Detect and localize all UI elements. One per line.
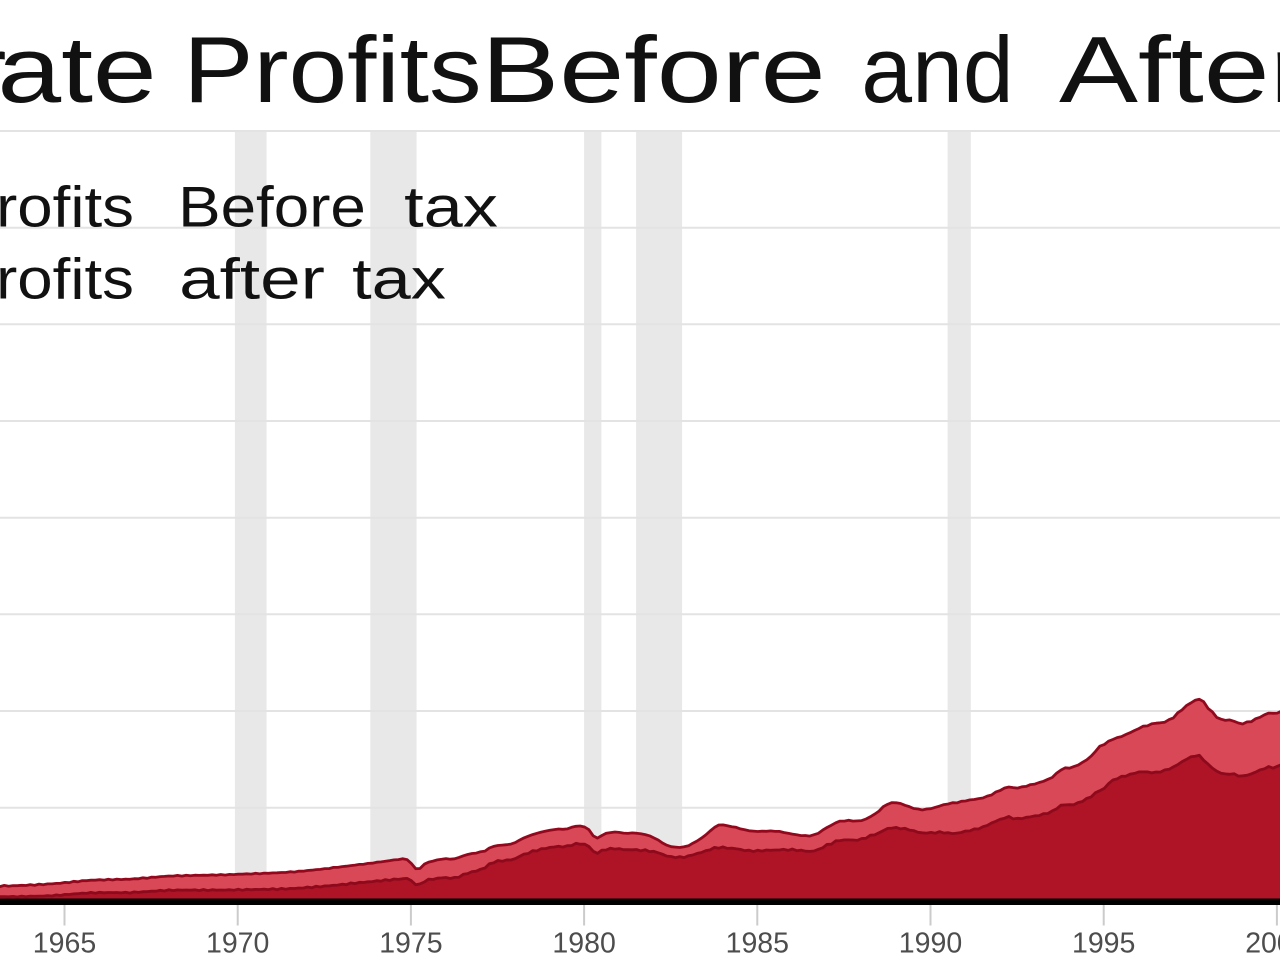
svg-text:1985: 1985 (726, 928, 789, 960)
svg-text:Profits: Profits (183, 17, 481, 122)
svg-text:1965: 1965 (33, 928, 96, 960)
svg-text:rofits: rofits (0, 176, 134, 240)
svg-text:r: r (0, 17, 6, 122)
svg-text:1980: 1980 (552, 928, 615, 960)
svg-text:ate: ate (0, 17, 157, 122)
svg-text:Before: Before (481, 17, 825, 122)
svg-text:tax: tax (352, 248, 446, 312)
svg-text:1970: 1970 (206, 928, 269, 960)
svg-text:Before: Before (178, 176, 366, 240)
svg-text:tax: tax (404, 176, 498, 240)
svg-text:2000: 2000 (1245, 928, 1280, 960)
svg-text:after: after (179, 248, 325, 312)
svg-text:1975: 1975 (379, 928, 442, 960)
svg-text:rofits: rofits (0, 248, 134, 312)
svg-text:and: and (861, 17, 1013, 122)
svg-text:1995: 1995 (1072, 928, 1135, 960)
svg-text:1990: 1990 (899, 928, 962, 960)
